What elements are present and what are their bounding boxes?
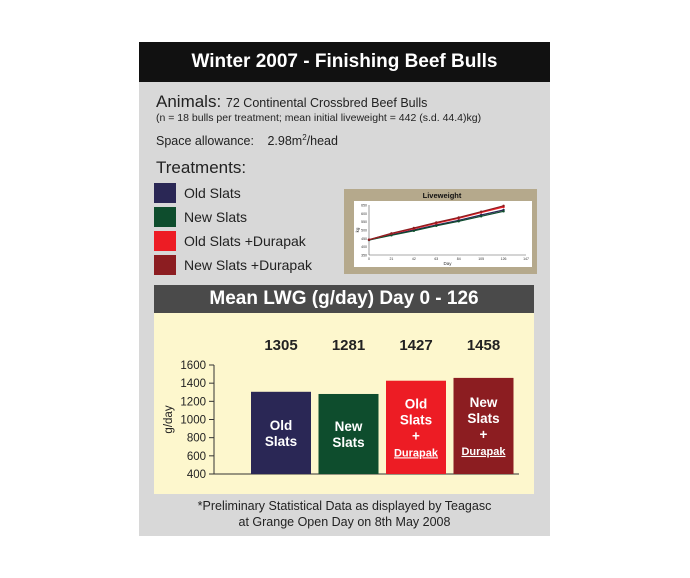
bar-category-label: New [470, 395, 498, 410]
space-value-number: 2.98m [267, 134, 303, 149]
bar-category-label: Slats [400, 412, 432, 427]
bar-category-label: Old [270, 418, 293, 433]
thumb-y-tick-label: 400 [361, 245, 367, 249]
legend-swatch [154, 207, 176, 227]
animals-label: Animals: [156, 92, 222, 111]
thumb-chart-title: Liveweight [423, 191, 462, 200]
bar-value-label: 1427 [399, 337, 432, 354]
space-label: Space allowance: [156, 134, 254, 149]
y-tick-label: 400 [187, 469, 206, 481]
thumb-y-tick-label: 350 [361, 254, 367, 258]
bar-value-label: 1458 [467, 337, 500, 354]
legend-swatch [154, 231, 176, 251]
legend-label: New Slats [184, 209, 248, 225]
treatments-legend: Old Slats New Slats Old Slats +Durapak N… [154, 181, 312, 277]
footnote-line: at Grange Open Day on 8th May 2008 [238, 515, 451, 529]
thumb-y-tick-label: 500 [361, 229, 367, 233]
y-tick-label: 1000 [180, 415, 206, 427]
thumb-series-point [502, 204, 505, 208]
thumb-x-axis-label: Day [443, 261, 452, 266]
thumb-x-tick-label: 42 [412, 257, 416, 261]
lwg-chart-svg: 4006008001000120014001600g/day1305OldSla… [163, 337, 519, 481]
bar-category-label: Durapak [394, 447, 439, 459]
thumb-x-tick-label: 147 [523, 257, 529, 261]
legend-label: New Slats +Durapak [184, 257, 313, 273]
thumb-y-tick-label: 650 [361, 204, 367, 208]
thumb-series-point [412, 226, 416, 230]
y-axis-label: g/day [163, 405, 175, 433]
space-value: 2.98m2/head [267, 133, 338, 149]
bar-category-label: + [480, 427, 488, 442]
thumb-x-tick-label: 0 [368, 257, 370, 261]
y-tick-label: 800 [187, 433, 206, 445]
liveweight-chart-svg: Liveweight 350 400 450 500 550 600 650 0 21 42 63 84… [354, 191, 532, 267]
thumb-series-point [390, 234, 393, 237]
thumb-y-tick-label: 450 [361, 237, 367, 241]
legend-swatch [154, 183, 176, 203]
space-allowance: Space allowance: 2.98m2/head [156, 133, 338, 148]
thumb-series-point [457, 216, 460, 219]
space-value-superscript: 2 [302, 133, 307, 142]
thumb-series-point [367, 238, 371, 241]
thumb-series-point [479, 215, 483, 218]
thumb-y-axis-label: kg [355, 227, 360, 232]
thumb-y-tick-label: 550 [361, 220, 367, 224]
bar-category-label: + [412, 428, 420, 443]
thumb-x-tick-label: 126 [501, 257, 507, 261]
bar [251, 391, 311, 474]
space-value-unit: /head [306, 134, 338, 149]
bar-value-label: 1305 [264, 337, 297, 354]
animals-value: 72 Continental Crossbred Beef Bulls [225, 96, 428, 110]
thumb-series-point [457, 220, 460, 223]
y-tick-label: 1200 [180, 396, 206, 408]
legend-swatch [154, 255, 176, 275]
y-tick-label: 1600 [180, 360, 206, 372]
footnote-line: *Preliminary Statistical Data as display… [197, 499, 492, 513]
liveweight-thumbnail-chart: Liveweight 350 400 450 500 550 600 650 0 21 42 63 84… [344, 189, 537, 274]
legend-item: Old Slats [154, 181, 312, 205]
bar-category-label: Old [405, 396, 428, 411]
legend-label: Old Slats +Durapak [184, 233, 306, 249]
thumb-series-point [390, 232, 393, 235]
poster: Winter 2007 - Finishing Beef Bulls Anima… [139, 42, 550, 536]
thumb-series-point [479, 210, 483, 213]
legend-label: Old Slats [184, 185, 241, 201]
y-tick-label: 1400 [180, 378, 206, 390]
bar-category-label: Slats [332, 435, 364, 450]
thumb-x-tick-label: 105 [478, 257, 484, 261]
legend-item: New Slats [154, 205, 312, 229]
thumb-series-point [435, 221, 438, 224]
thumb-x-tick-label: 63 [434, 257, 438, 261]
bar-category-label: Slats [467, 411, 499, 426]
page-title: Winter 2007 - Finishing Beef Bulls [139, 42, 550, 82]
bar-category-label: New [335, 419, 363, 434]
thumb-series-point [412, 229, 416, 233]
thumb-series-point [502, 210, 505, 213]
lwg-chart-title: Mean LWG (g/day) Day 0 - 126 [154, 285, 534, 313]
animals-note: (n = 18 bulls per treatment; mean initia… [156, 112, 482, 124]
bar [453, 377, 514, 474]
bar-category-label: Slats [265, 434, 297, 449]
thumb-series-point [435, 224, 438, 228]
thumb-x-tick-label: 84 [457, 257, 461, 261]
legend-item: New Slats +Durapak [154, 253, 312, 277]
lwg-chart: 400 600 800 1000 1200 1400 1600 g/day 1305 Old Sla… [154, 313, 534, 494]
bar-value-label: 1281 [332, 337, 365, 354]
bar [386, 380, 446, 474]
legend-item: Old Slats +Durapak [154, 229, 312, 253]
y-tick-label: 600 [187, 451, 206, 463]
footnote: *Preliminary Statistical Data as display… [139, 498, 550, 530]
bar [318, 393, 379, 474]
animals-line: Animals: 72 Continental Crossbred Beef B… [156, 92, 427, 112]
treatments-heading: Treatments: [156, 158, 247, 177]
thumb-y-tick-label: 600 [361, 212, 367, 216]
thumb-x-tick-label: 21 [389, 257, 393, 261]
bar-category-label: Durapak [461, 446, 506, 458]
